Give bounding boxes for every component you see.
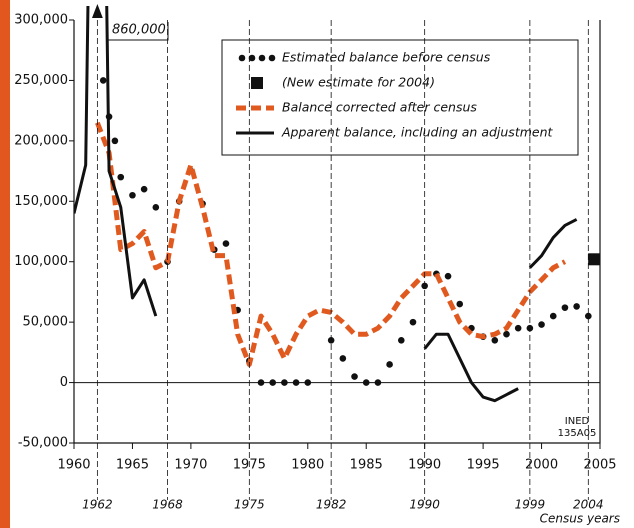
data-marker: [588, 253, 601, 266]
data-dot: [129, 191, 136, 199]
legend-label: Balance corrected after census: [282, 100, 477, 115]
y-tick-label: 200,000: [14, 133, 68, 148]
data-dot: [573, 303, 580, 310]
legend-symbol: [258, 54, 266, 62]
legend-box: [221, 39, 579, 156]
data-dot: [444, 272, 452, 280]
census-label: 1990: [409, 498, 440, 512]
source-label: 135A05: [558, 428, 597, 439]
data-dot: [152, 204, 160, 211]
census-label: 2004: [573, 498, 604, 512]
annotation-box: [107, 22, 169, 41]
plot-frame: [73, 20, 601, 444]
data-dot: [351, 373, 358, 380]
census-label: 1962: [82, 498, 113, 512]
data-dot: [514, 324, 522, 332]
arrow-head: [92, 4, 103, 18]
series-line: [528, 218, 578, 269]
data-dot: [397, 336, 405, 344]
x-tick-label: 2000: [525, 458, 558, 473]
census-label: 1975: [234, 498, 265, 512]
legend-symbol: [248, 54, 256, 62]
x-tick-label: 1985: [350, 458, 383, 473]
legend-label: Apparent balance, including an adjustmen…: [281, 125, 554, 140]
side-bar: [0, 0, 10, 528]
legend-symbol: [238, 54, 246, 62]
census-axis-label: Census years: [540, 512, 620, 526]
legend-label: Estimated balance before census: [282, 50, 491, 65]
census-label: 1968: [152, 498, 183, 512]
legend-symbol: [268, 54, 276, 62]
data-dot: [111, 137, 119, 145]
data-dot: [503, 330, 510, 338]
data-dot: [585, 312, 592, 320]
annotation: 860,000: [112, 23, 166, 38]
data-dot: [222, 240, 230, 247]
data-dot: [456, 300, 464, 308]
x-tick-label: 2005: [583, 458, 616, 473]
x-tick-label: 1980: [291, 458, 324, 473]
x-tick-label: 1970: [174, 458, 207, 473]
data-dot: [409, 318, 417, 326]
data-dot: [140, 185, 148, 193]
source-label: INED: [565, 416, 590, 427]
y-tick-label: 300,000: [14, 13, 68, 28]
data-dot: [538, 321, 545, 328]
data-dot: [549, 312, 557, 320]
series-line: [74, 6, 158, 317]
legend-label: (New estimate for 2004): [282, 75, 435, 90]
series-line: [423, 332, 519, 403]
x-tick-label: 1965: [116, 458, 149, 473]
census-label: 1999: [515, 498, 546, 512]
y-tick-label: -50,000: [18, 436, 68, 451]
census-label: 1982: [316, 498, 347, 512]
data-dot: [339, 355, 347, 362]
data-dot: [491, 336, 499, 344]
x-tick-label: 1960: [57, 458, 90, 473]
x-tick-label: 1995: [467, 458, 500, 473]
y-tick-label: 250,000: [14, 73, 68, 88]
data-dot: [99, 77, 107, 84]
data-dot: [386, 361, 393, 368]
y-tick-label: 150,000: [14, 194, 68, 209]
legend-symbol: [251, 77, 263, 89]
y-tick-label: 0: [60, 375, 68, 390]
data-dot: [117, 173, 125, 181]
data-dot: [561, 304, 569, 311]
y-tick-label: 50,000: [23, 315, 69, 330]
y-tick-label: 100,000: [14, 254, 68, 269]
